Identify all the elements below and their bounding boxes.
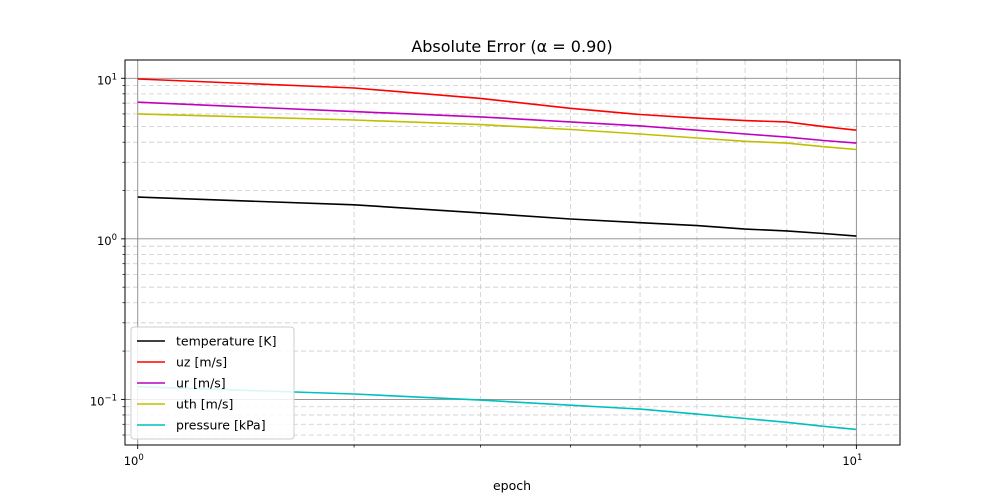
series-line-temperature-k bbox=[137, 196, 857, 237]
legend-label-pressure-kpa: pressure [kPa] bbox=[176, 418, 266, 433]
y-tick-label-exponent: −1 bbox=[104, 393, 117, 403]
x-tick-label-exponent: 0 bbox=[138, 453, 143, 463]
series-line-pressure-kpa bbox=[137, 385, 857, 431]
y-tick-label: 10−1 bbox=[90, 393, 117, 408]
y-tick-label-base: 10 bbox=[90, 394, 105, 408]
y-tick-label-exponent: 1 bbox=[112, 72, 117, 82]
legend-box bbox=[130, 326, 295, 440]
chart-title: Absolute Error (α = 0.90) bbox=[411, 37, 612, 56]
legend-label-ur-m-s: ur [m/s] bbox=[176, 376, 226, 391]
legend: temperature [K] uz [m/s] ur [m/s] uth [m/s]… bbox=[130, 326, 295, 440]
plot-frame bbox=[124, 59, 901, 446]
series-lines bbox=[137, 78, 857, 431]
y-tick-label-exponent: 0 bbox=[112, 233, 117, 243]
legend-label-temperature-k: temperature [K] bbox=[176, 334, 277, 349]
x-tick-label: 100 bbox=[124, 453, 144, 468]
y-tick-label: 101 bbox=[97, 72, 117, 87]
series-line-ur-m-s bbox=[137, 101, 857, 144]
x-tick-label-exponent: 1 bbox=[857, 453, 862, 463]
y-tick-label-base: 10 bbox=[97, 234, 112, 248]
x-tick-label: 101 bbox=[842, 453, 862, 468]
legend-label-uth-m-s: uth [m/s] bbox=[176, 397, 233, 412]
x-axis-label: epoch bbox=[493, 478, 531, 493]
series-line-uz-m-s bbox=[137, 78, 857, 131]
series-line-uth-m-s bbox=[137, 113, 857, 151]
y-tick-label-base: 10 bbox=[97, 73, 112, 87]
legend-label-uz-m-s: uz [m/s] bbox=[176, 355, 227, 370]
x-tick-label-base: 10 bbox=[124, 454, 139, 468]
x-tick-label-base: 10 bbox=[842, 454, 857, 468]
y-tick-label: 100 bbox=[97, 233, 117, 248]
